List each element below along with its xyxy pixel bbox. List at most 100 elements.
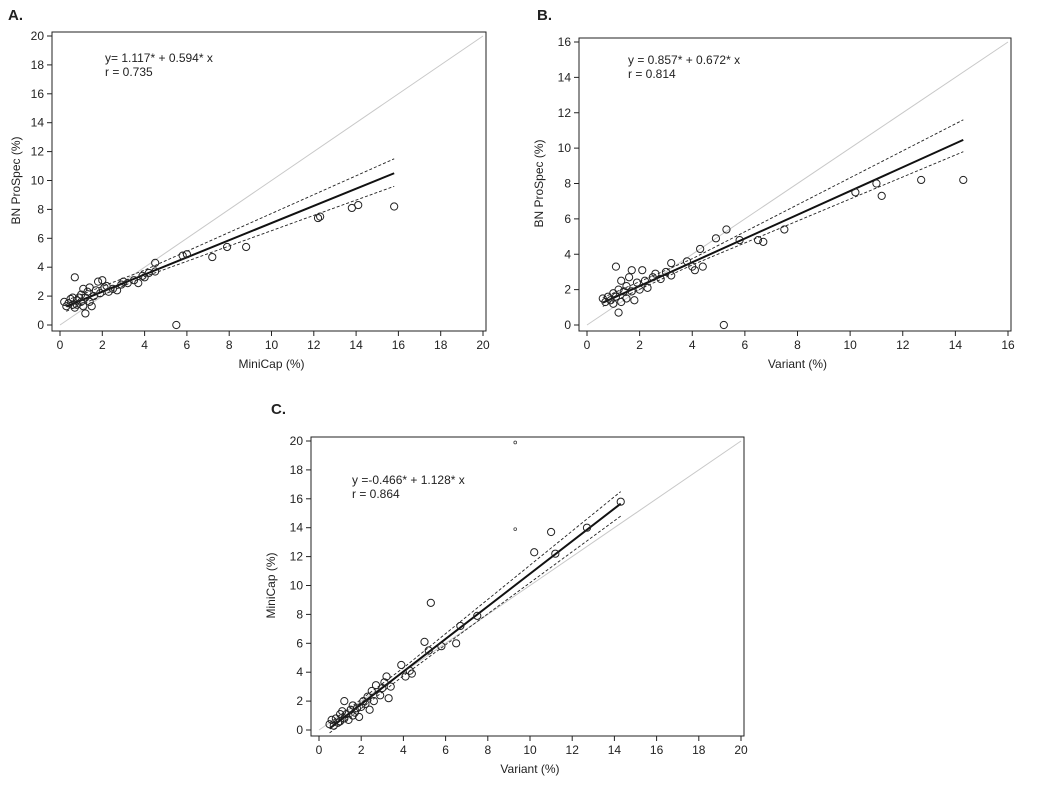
data-point: [640, 276, 649, 285]
x-tick-label: 20: [476, 338, 490, 352]
data-point: [313, 213, 323, 223]
data-point: [390, 202, 399, 211]
data-point: [104, 287, 113, 296]
data-point: [354, 200, 363, 210]
data-point: [208, 252, 217, 262]
data-point: [667, 271, 676, 280]
data-point: [627, 266, 636, 275]
data-point: [85, 297, 94, 306]
data-point: [81, 309, 90, 318]
data-point: [333, 718, 343, 727]
x-tick-label: 16: [1001, 338, 1015, 352]
ci-band-lower: [602, 151, 964, 307]
y-tick-label: 12: [558, 106, 572, 120]
ci-band-lower: [66, 185, 395, 312]
y-tick-label: 18: [290, 463, 304, 477]
y-tick-label: 10: [290, 579, 304, 593]
data-point: [619, 287, 628, 296]
x-tick-label: 20: [734, 743, 748, 757]
y-tick-label: 20: [31, 29, 45, 43]
data-point: [627, 287, 636, 296]
data-point: [182, 250, 191, 259]
data-point: [350, 708, 359, 717]
x-tick-label: 10: [523, 743, 537, 757]
data-point: [344, 715, 353, 724]
regression-line: [328, 502, 622, 730]
x-axis-label: Variant (%): [768, 357, 827, 371]
data-point: [722, 225, 731, 234]
data-point: [473, 611, 482, 620]
data-point: [79, 284, 88, 293]
data-point: [316, 212, 325, 221]
x-tick-label: 0: [57, 338, 64, 352]
y-axis-label: MiniCap (%): [264, 552, 278, 618]
plot-frame: [51, 31, 487, 332]
ci-band-upper: [602, 119, 964, 299]
data-point: [98, 276, 107, 285]
data-point: [638, 266, 647, 275]
y-tick-label: 8: [296, 607, 303, 621]
x-tick-label: 18: [434, 338, 448, 352]
data-point: [340, 697, 349, 706]
y-tick-label: 6: [296, 636, 303, 650]
panel-letter: B.: [537, 7, 552, 24]
y-tick-label: 6: [37, 231, 44, 245]
x-tick-label: 14: [349, 338, 363, 352]
data-point: [68, 293, 77, 302]
x-tick-label: 16: [650, 743, 664, 757]
data-point: [452, 639, 461, 648]
x-tick-label: 4: [141, 338, 148, 352]
y-tick-label: 16: [31, 87, 45, 101]
ci-band-lower: [329, 515, 621, 734]
y-tick-label: 16: [558, 35, 572, 49]
data-point: [582, 523, 592, 532]
data-point: [91, 286, 101, 295]
x-tick-label: 0: [584, 338, 591, 352]
data-point: [72, 300, 82, 309]
data-point: [367, 686, 376, 696]
data-point: [113, 286, 122, 295]
y-tick-label: 14: [290, 521, 304, 535]
data-point: [959, 175, 968, 185]
data-point: [696, 244, 705, 254]
data-point: [622, 281, 631, 291]
data-point: [100, 283, 109, 292]
data-point: [378, 683, 387, 693]
correlation-r: r = 0.814: [628, 67, 676, 81]
data-point: [382, 672, 391, 681]
y-tick-label: 0: [564, 318, 571, 332]
data-point: [617, 276, 626, 285]
data-point: [682, 257, 692, 266]
data-point: [635, 285, 644, 294]
data-point: [656, 274, 665, 284]
chart-panel-3: C. 0 2 4 6 8 10 12 14 16 18 20 0 2 4 6 8 10 12 14 16 18 20 Vari…: [264, 401, 748, 776]
data-point: [711, 234, 721, 243]
data-point: [426, 598, 435, 607]
data-point: [651, 269, 660, 278]
x-tick-label: 10: [265, 338, 279, 352]
x-tick-label: 6: [184, 338, 191, 352]
x-tick-label: 2: [99, 338, 106, 352]
data-point: [877, 191, 886, 200]
x-tick-label: 14: [949, 338, 963, 352]
data-point: [872, 179, 881, 188]
y-tick-label: 20: [290, 434, 304, 448]
data-point: [81, 293, 90, 302]
y-tick-label: 12: [290, 550, 304, 564]
data-point: [753, 236, 763, 245]
data-point: [331, 714, 340, 723]
data-point: [622, 294, 631, 303]
data-point: [376, 691, 385, 700]
identity-line: [59, 35, 484, 326]
x-tick-label: 14: [608, 743, 622, 757]
x-tick-label: 4: [689, 338, 696, 352]
regression-equation: y = 0.857* + 0.672* x: [628, 53, 740, 67]
data-point: [420, 637, 429, 646]
y-tick-label: 14: [31, 116, 45, 130]
data-point: [719, 320, 728, 330]
x-tick-label: 12: [566, 743, 580, 757]
x-tick-label: 6: [442, 743, 449, 757]
data-point: [437, 642, 446, 651]
data-point: [363, 692, 372, 701]
